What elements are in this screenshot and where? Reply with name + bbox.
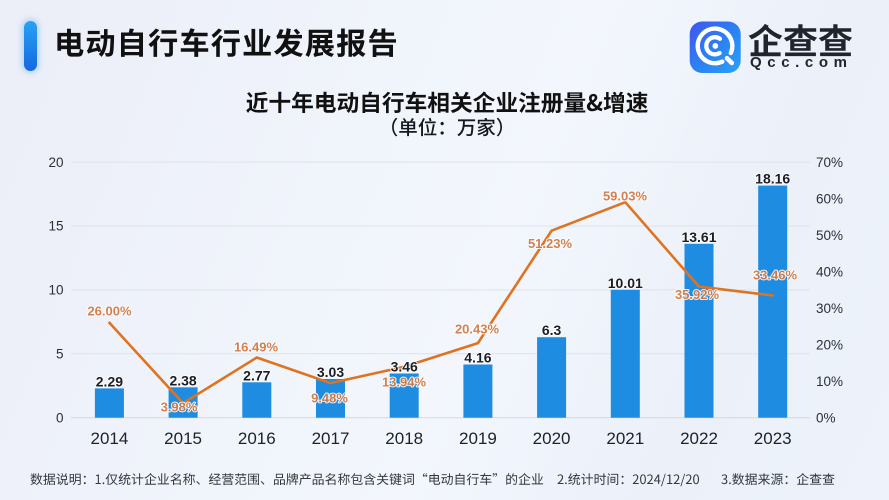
svg-text:Qcc.com: Qcc.com: [750, 54, 853, 71]
svg-text:30%: 30%: [816, 301, 843, 316]
svg-text:2.29: 2.29: [96, 373, 123, 389]
svg-text:20.43%: 20.43%: [455, 322, 500, 337]
svg-text:3.03: 3.03: [317, 364, 344, 380]
svg-text:13.61: 13.61: [681, 229, 716, 245]
svg-text:59.03%: 59.03%: [603, 189, 648, 204]
svg-text:4.16: 4.16: [464, 350, 491, 366]
svg-text:2021: 2021: [606, 429, 644, 448]
svg-text:3.46: 3.46: [391, 359, 418, 375]
svg-text:2014: 2014: [90, 429, 128, 448]
svg-text:2017: 2017: [312, 429, 350, 448]
svg-text:20%: 20%: [816, 337, 843, 352]
svg-text:10: 10: [48, 283, 63, 298]
svg-text:10.01: 10.01: [608, 275, 643, 291]
svg-text:40%: 40%: [816, 264, 843, 279]
svg-text:70%: 70%: [816, 155, 843, 170]
svg-text:0: 0: [56, 410, 64, 425]
svg-text:15: 15: [48, 219, 63, 234]
svg-text:13.94%: 13.94%: [382, 375, 427, 390]
svg-text:6.3: 6.3: [542, 322, 562, 338]
svg-text:60%: 60%: [816, 191, 843, 206]
svg-text:50%: 50%: [816, 228, 843, 243]
svg-text:2023: 2023: [754, 429, 792, 448]
svg-text:2018: 2018: [385, 429, 423, 448]
svg-text:2.38: 2.38: [169, 372, 196, 388]
svg-text:0%: 0%: [816, 410, 836, 425]
svg-text:26.00%: 26.00%: [87, 304, 132, 319]
svg-text:16.49%: 16.49%: [234, 340, 279, 355]
svg-text:2019: 2019: [459, 429, 497, 448]
svg-text:2022: 2022: [680, 429, 718, 448]
svg-text:10%: 10%: [816, 374, 843, 389]
svg-text:20: 20: [48, 155, 63, 170]
svg-text:2016: 2016: [238, 429, 276, 448]
svg-text:5: 5: [56, 347, 64, 362]
svg-text:51.23%: 51.23%: [528, 236, 573, 251]
svg-text:35.92%: 35.92%: [675, 287, 720, 302]
svg-text:2020: 2020: [533, 429, 571, 448]
svg-text:2015: 2015: [164, 429, 202, 448]
svg-text:9.48%: 9.48%: [311, 391, 348, 406]
svg-text:3.98%: 3.98%: [161, 400, 198, 415]
svg-text:33.46%: 33.46%: [753, 268, 798, 283]
svg-text:18.16: 18.16: [755, 171, 790, 187]
svg-text:2.77: 2.77: [243, 367, 270, 383]
